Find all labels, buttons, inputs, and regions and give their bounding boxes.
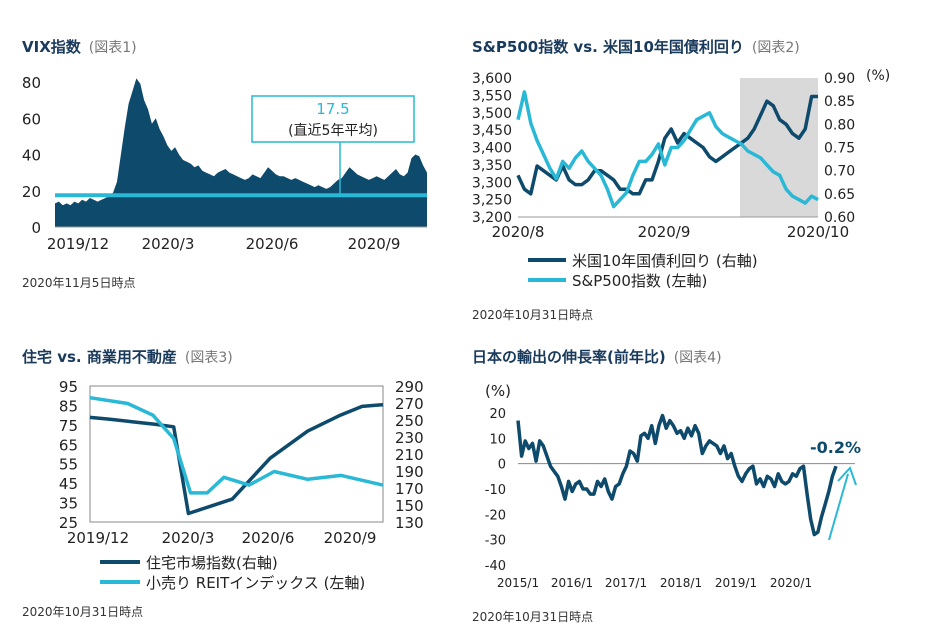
y-tick-label: -30 xyxy=(485,534,506,549)
unit-label: (%) xyxy=(485,382,511,400)
chart4-note: 2020年10月31日時点 xyxy=(472,608,593,625)
latest-value-label: -0.2% xyxy=(810,438,861,457)
x-tick-label: 2018/1 xyxy=(660,576,702,590)
x-tick-label: 2016/1 xyxy=(551,576,593,590)
y-tick-label: 0 xyxy=(498,458,506,473)
x-tick-label: 2017/1 xyxy=(605,576,647,590)
x-tick-label: 2015/1 xyxy=(497,576,539,590)
exports-chart: (%) -40 -30 -20 -10 0 10 20 -0.2% 2015/1 2016/1 201… xyxy=(0,0,938,632)
x-tick-label: 2019/1 xyxy=(715,576,757,590)
y-tick-label: -10 xyxy=(485,483,506,498)
y-tick-label: -40 xyxy=(485,559,506,574)
exports-line xyxy=(518,416,836,535)
y-tick-label: -20 xyxy=(485,508,506,523)
y-tick-label: 10 xyxy=(489,432,506,447)
y-tick-label: 20 xyxy=(489,407,506,422)
x-tick-label: 2020/1 xyxy=(770,576,812,590)
